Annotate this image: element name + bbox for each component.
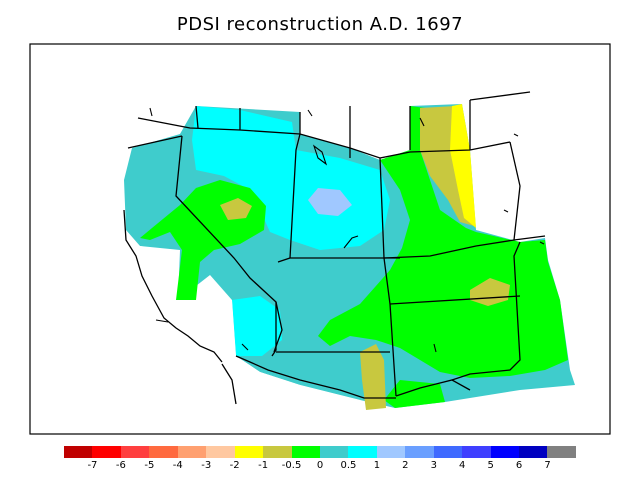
legend-tick-label: -3 [201,460,212,471]
region-cyan-west [232,296,282,356]
region-green-south [384,380,445,408]
legend-swatch [149,446,178,458]
legend-tick-label: 0 [316,460,324,471]
legend-swatch [120,446,150,458]
legend-swatch [547,446,576,458]
legend-swatch [291,446,320,458]
region-olive-nevada [220,198,252,220]
legend-swatch [405,446,434,458]
water-features [149,107,545,353]
legend-swatch [433,446,463,458]
mexico-mask [236,356,364,412]
legend-tick-label: -1 [258,460,269,471]
legend-tick-label: -2 [229,460,240,471]
legend-tick-label: 6 [515,460,523,471]
legend-tick-label: -4 [172,460,183,471]
legend-swatch [490,446,519,458]
legend-tick-label: -0.5 [281,460,302,471]
legend-swatch [319,446,349,458]
legend-tick-label: 2 [402,460,409,471]
region-olive-arizona [360,344,386,410]
map-title: PDSI reconstruction A.D. 1697 [176,14,464,35]
legend-tick-label: 5 [487,460,494,471]
legend-swatch [376,446,406,458]
legend-tick-label: 1 [373,460,381,471]
legend-tick-label: -5 [144,460,155,471]
legend-swatch [64,446,93,458]
pdsi-map [29,43,611,435]
map-frame [29,43,611,435]
boundary-lines [123,91,546,405]
legend-tick-label: 7 [544,460,551,471]
legend-tick-labels: -7 -6 -5 -4 -3 -2 -1 -0.5 0 0.5 1 2 3 4 5 6 7 [64,460,576,474]
legend-tick-label: 3 [430,460,437,471]
legend-tick-label: 0.5 [340,460,357,471]
legend-swatch [177,446,207,458]
region-yellow-north [450,104,476,228]
legend-swatch [348,446,377,458]
color-legend [64,446,576,458]
legend-swatch [206,446,235,458]
ocean-mask [124,240,236,362]
legend-tick-label: -7 [87,460,98,471]
region-green-east [318,106,568,378]
region-lightblue [308,188,352,216]
legend-swatch [462,446,491,458]
legend-tick-label: 4 [459,460,466,471]
legend-tick-label: -6 [115,460,126,471]
legend-swatch [92,446,121,458]
legend-swatch [234,446,264,458]
legend-swatch [519,446,548,458]
legend-swatch [263,446,292,458]
